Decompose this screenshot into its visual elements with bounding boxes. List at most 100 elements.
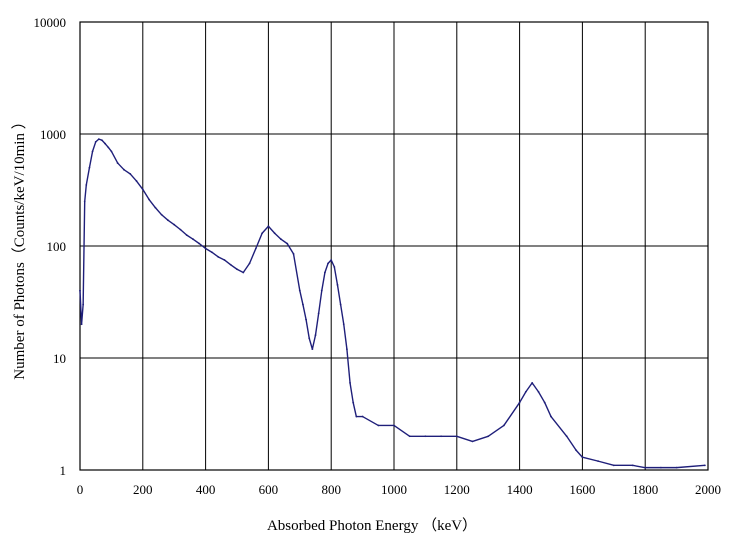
x-tick-label: 2000 xyxy=(695,482,721,497)
data-point xyxy=(503,424,505,427)
data-point xyxy=(631,464,634,467)
data-point xyxy=(94,141,97,143)
y-tick-label: 100 xyxy=(47,239,67,254)
data-point xyxy=(267,225,270,228)
data-point xyxy=(236,268,238,271)
data-point xyxy=(83,200,86,203)
data-point xyxy=(154,206,157,209)
data-point xyxy=(217,255,220,258)
data-point xyxy=(317,312,320,315)
data-point xyxy=(575,449,578,452)
y-tick-labels: 1 10 100 1000 10000 xyxy=(34,15,67,478)
data-point xyxy=(440,435,442,438)
data-point xyxy=(242,271,245,274)
data-point xyxy=(342,323,345,326)
data-point xyxy=(148,198,150,201)
data-point xyxy=(110,150,113,153)
x-tick-label: 0 xyxy=(77,482,84,497)
data-point xyxy=(330,259,333,261)
data-point xyxy=(79,289,81,292)
data-point xyxy=(612,464,615,467)
data-point xyxy=(210,251,213,254)
data-point xyxy=(324,271,326,274)
data-point xyxy=(524,390,527,393)
data-point xyxy=(116,162,119,164)
x-tick-label: 1200 xyxy=(444,482,470,497)
data-point xyxy=(349,381,351,384)
x-tick-label: 1600 xyxy=(569,482,595,497)
data-point xyxy=(550,415,552,418)
data-point xyxy=(346,348,348,351)
data-point xyxy=(273,232,276,235)
x-tick-label: 1800 xyxy=(632,482,658,497)
x-tick-label: 1000 xyxy=(381,482,407,497)
data-point xyxy=(352,401,355,404)
data-point xyxy=(339,303,342,306)
data-point xyxy=(298,289,301,292)
data-point xyxy=(104,142,107,145)
data-point xyxy=(167,219,169,222)
data-point xyxy=(85,184,88,186)
y-tick-label: 10000 xyxy=(34,15,67,30)
data-point xyxy=(424,435,427,438)
data-point xyxy=(471,440,474,443)
x-tick-label: 800 xyxy=(321,482,341,497)
data-point xyxy=(141,188,144,191)
data-point xyxy=(135,180,138,182)
data-point xyxy=(660,466,662,469)
data-point xyxy=(644,466,647,469)
x-tick-labels: 0 200 400 600 800 1000 1200 1400 1600 1800 2000 xyxy=(77,482,721,497)
data-point xyxy=(286,242,289,245)
x-tick-label: 400 xyxy=(196,482,216,497)
data-point xyxy=(198,242,201,245)
data-point xyxy=(408,435,411,438)
plot-area-border xyxy=(79,21,709,471)
data-point xyxy=(314,334,317,337)
y-axis-title: Number of Photons（Counts/keV/10min ） xyxy=(11,114,28,379)
data-point xyxy=(173,223,176,226)
y-tick-label: 10 xyxy=(53,351,66,366)
x-tick-label: 1400 xyxy=(507,482,533,497)
data-point xyxy=(101,139,103,142)
series-line xyxy=(79,138,705,469)
data-point xyxy=(107,146,110,149)
grid xyxy=(79,21,709,471)
data-point xyxy=(531,381,534,384)
data-point xyxy=(261,232,264,235)
x-tick-label: 600 xyxy=(259,482,279,497)
data-point xyxy=(333,266,336,268)
data-point xyxy=(88,166,91,169)
x-tick-label: 200 xyxy=(133,482,153,497)
data-point xyxy=(581,456,584,459)
plot-frame xyxy=(79,21,709,471)
data-point xyxy=(292,253,295,255)
data-point xyxy=(543,401,546,404)
data-point xyxy=(377,424,380,427)
data-point xyxy=(160,213,163,216)
data-point xyxy=(327,262,329,265)
data-point xyxy=(336,283,339,286)
data-point xyxy=(129,173,132,175)
data-point xyxy=(302,303,304,306)
data-point xyxy=(192,238,194,241)
data-point xyxy=(123,168,125,171)
data-point xyxy=(97,138,100,141)
y-tick-label: 1000 xyxy=(40,127,66,142)
data-point xyxy=(361,415,364,418)
data-point xyxy=(185,234,188,237)
data-point xyxy=(204,247,207,250)
data-point xyxy=(393,424,395,427)
data-point xyxy=(518,401,521,404)
data-point xyxy=(455,435,458,438)
data-point xyxy=(597,460,599,463)
data-point xyxy=(179,228,182,231)
data-point xyxy=(355,415,358,418)
data-point xyxy=(223,259,226,261)
data-point xyxy=(254,247,257,250)
data-point xyxy=(82,303,85,306)
data-point xyxy=(487,435,490,438)
data-point xyxy=(80,323,83,326)
data-point xyxy=(675,466,678,469)
data-point xyxy=(248,262,251,265)
